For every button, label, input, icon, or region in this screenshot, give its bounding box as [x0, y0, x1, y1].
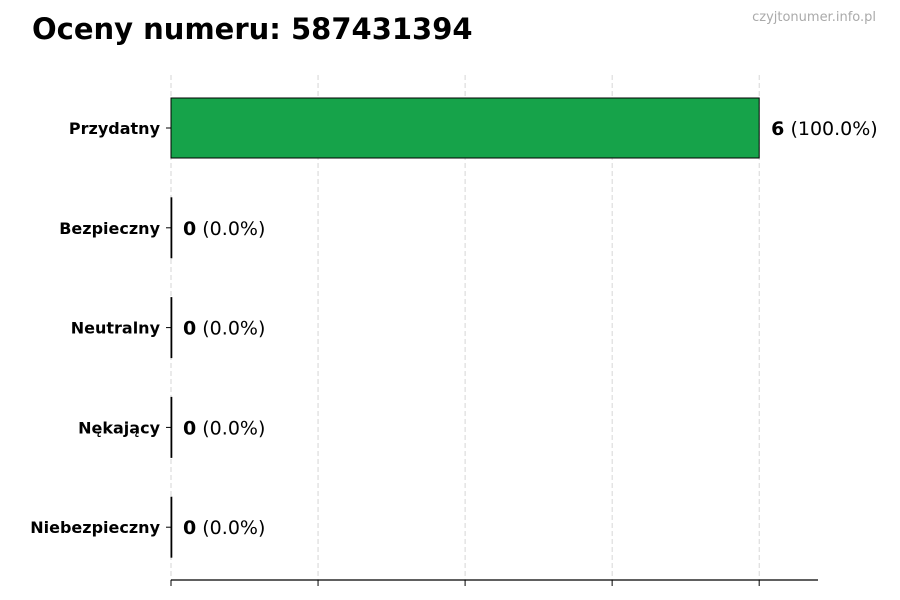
bar-nękający — [170, 396, 173, 458]
data-label-count: 0 — [183, 318, 196, 340]
data-label-percent: (0.0%) — [196, 417, 265, 439]
watermark: czyjtonumer.info.pl — [752, 10, 876, 25]
data-label-percent: (0.0%) — [196, 318, 265, 340]
data-label-count: 0 — [183, 218, 196, 240]
data-label-count: 0 — [183, 417, 196, 439]
data-label: 6 (100.0%) — [771, 118, 878, 140]
bar-neutralny — [170, 297, 173, 359]
data-label-count: 6 — [771, 118, 784, 140]
chart-title: Oceny numeru: 587431394 — [32, 12, 473, 46]
category-label: Niebezpieczny — [30, 518, 160, 537]
data-label-count: 0 — [183, 517, 196, 539]
category-label: Neutralny — [71, 319, 161, 338]
data-label: 0 (0.0%) — [183, 517, 265, 539]
category-label: Bezpieczny — [59, 219, 160, 238]
data-label: 0 (0.0%) — [183, 318, 265, 340]
category-label: Nękający — [78, 418, 160, 437]
category-label: Przydatny — [69, 119, 161, 138]
data-label-percent: (0.0%) — [196, 517, 265, 539]
bar-przydatny — [170, 97, 760, 159]
bar-bezpieczny — [170, 197, 173, 259]
data-label-percent: (0.0%) — [196, 218, 265, 240]
data-label: 0 (0.0%) — [183, 417, 265, 439]
data-label: 0 (0.0%) — [183, 218, 265, 240]
bar-niebezpieczny — [170, 496, 173, 558]
data-label-percent: (100.0%) — [784, 118, 877, 140]
